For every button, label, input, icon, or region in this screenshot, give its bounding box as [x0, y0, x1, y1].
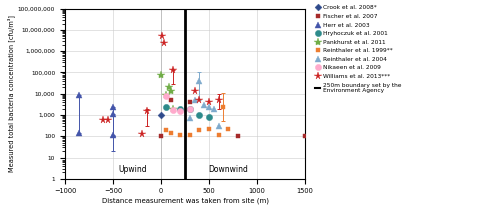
Text: Upwind: Upwind	[118, 165, 146, 174]
Text: Downwind: Downwind	[208, 165, 248, 174]
X-axis label: Distance measurement was taken from site (m): Distance measurement was taken from site…	[102, 197, 268, 204]
Legend: Crook et al. 2008*, Fischer et al. 2007, Herr et al. 2003, Hryhoczuk et al. 2001: Crook et al. 2008*, Fischer et al. 2007,…	[314, 5, 402, 93]
Y-axis label: Measured total bacteria concentration [cfu/m³]: Measured total bacteria concentration [c…	[8, 15, 15, 172]
